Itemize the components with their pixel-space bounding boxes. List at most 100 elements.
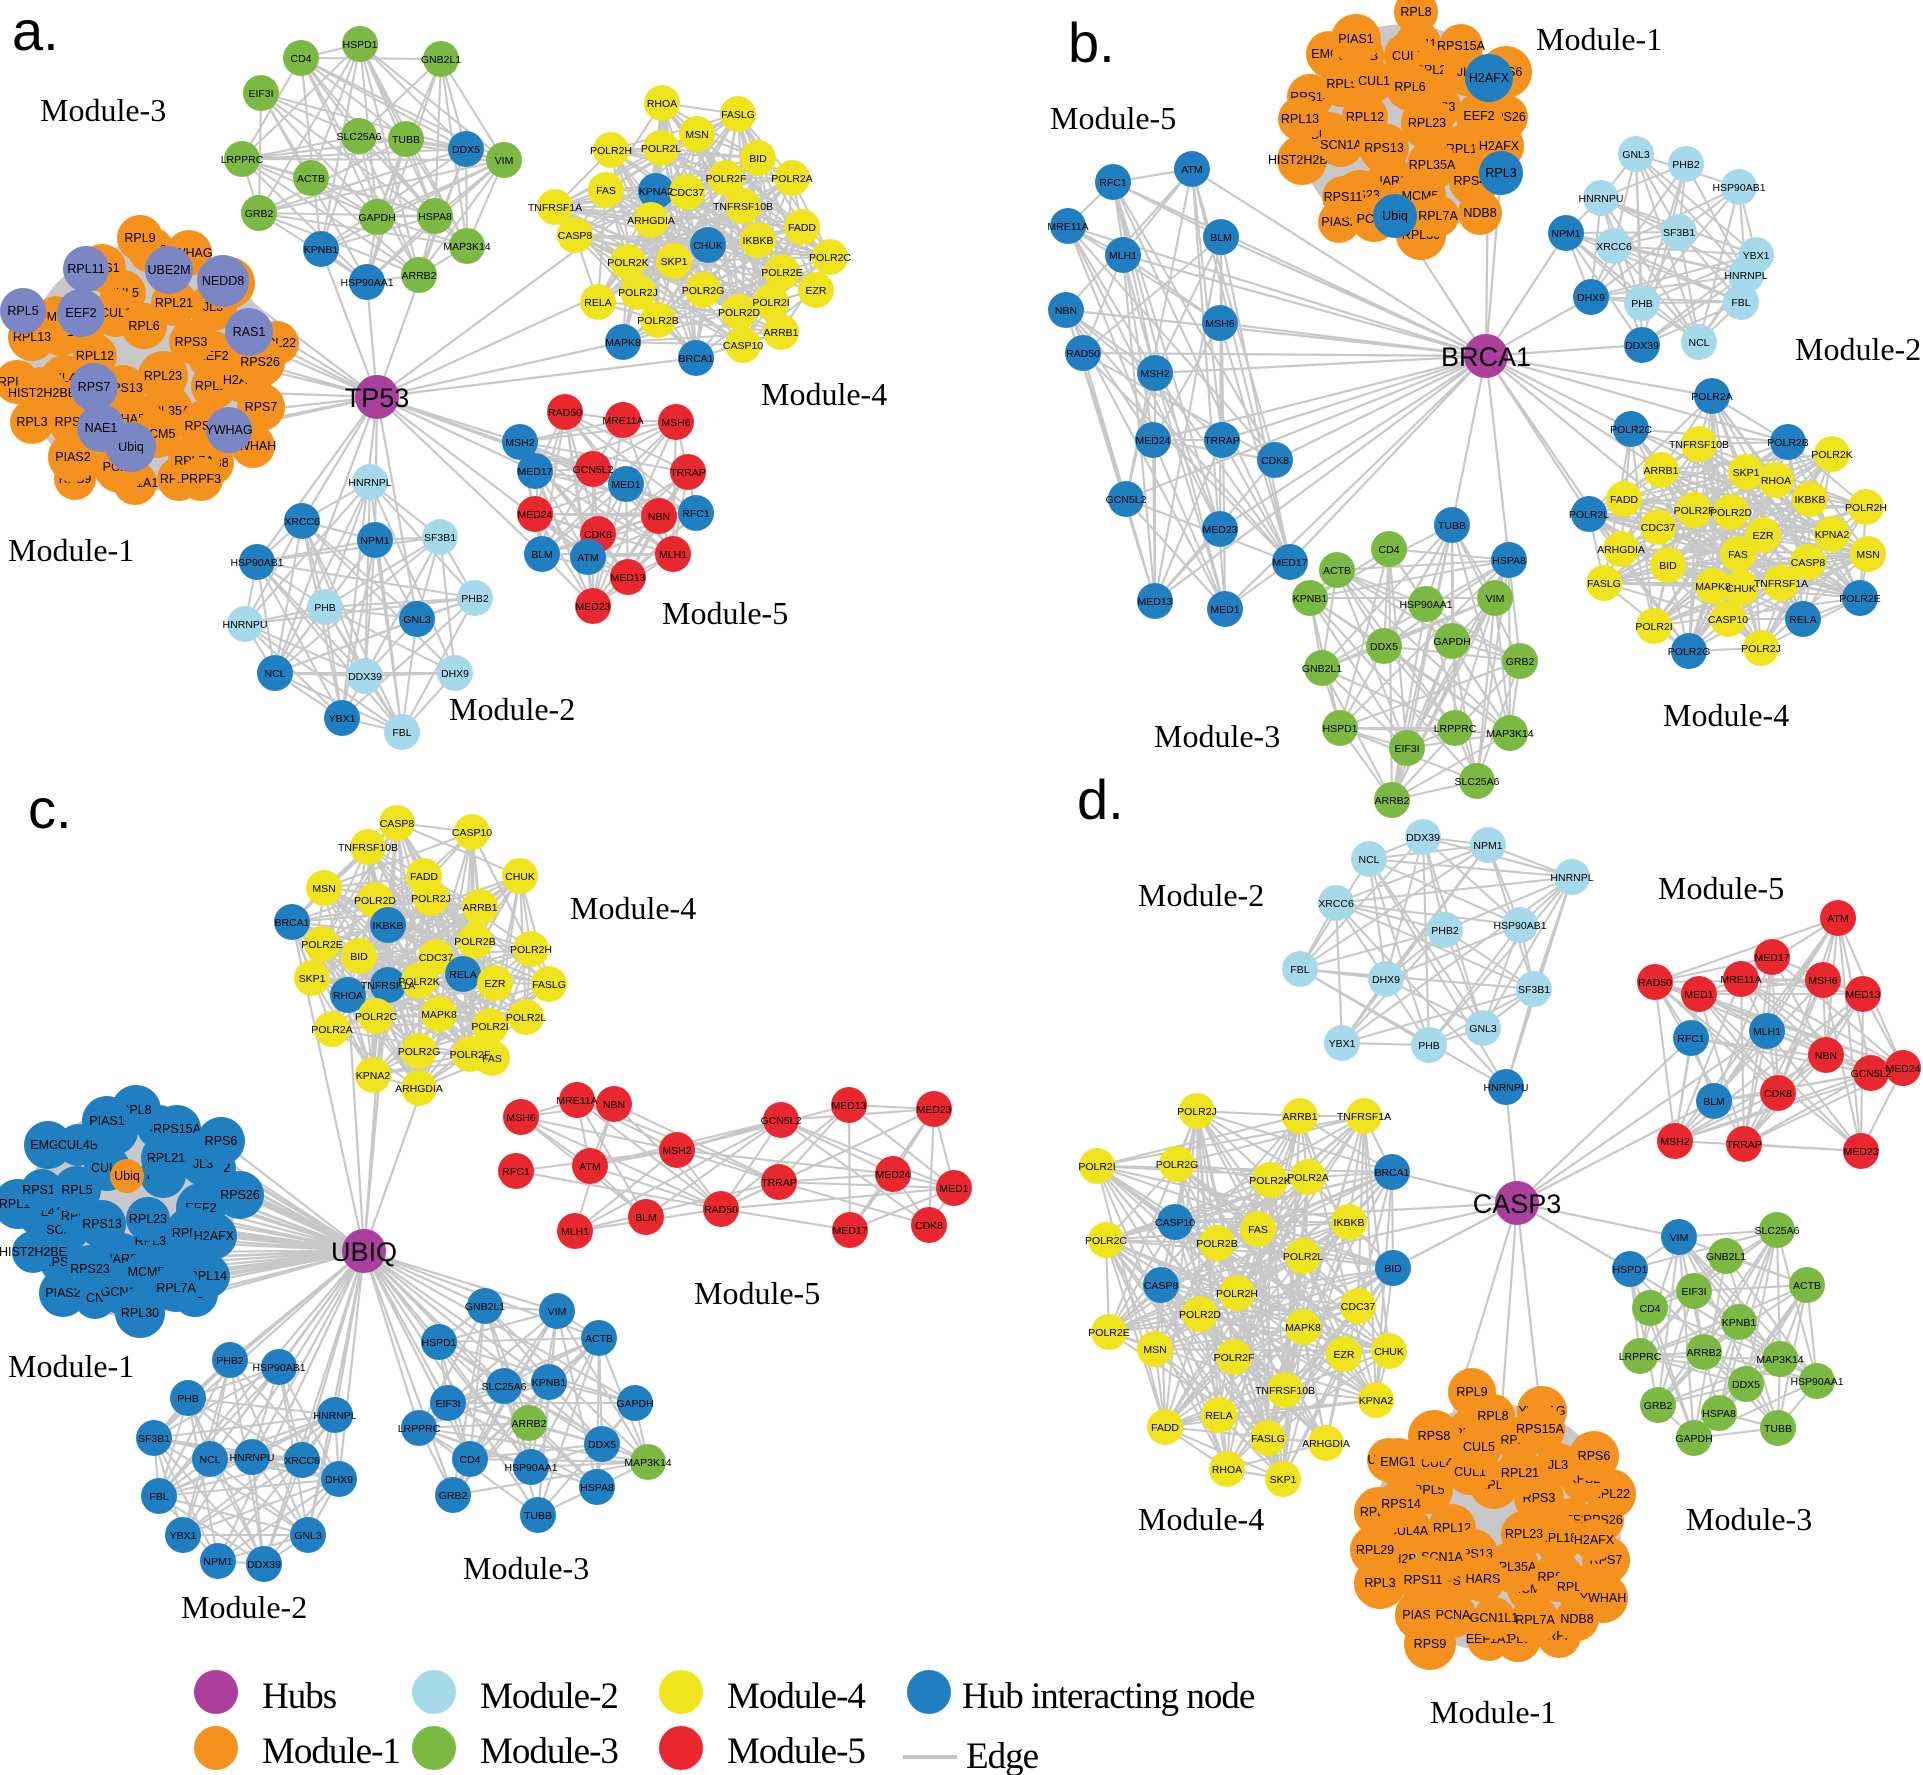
svg-text:Module-4: Module-4 <box>1138 1501 1264 1537</box>
svg-text:MED1: MED1 <box>1684 989 1713 1001</box>
svg-text:POLR2E: POLR2E <box>761 267 802 279</box>
svg-text:MED1: MED1 <box>939 1183 968 1195</box>
svg-text:NPM1: NPM1 <box>1551 228 1580 240</box>
svg-text:POLR2I: POLR2I <box>471 1021 508 1033</box>
svg-text:MAP3K14: MAP3K14 <box>443 241 490 253</box>
svg-text:POLR2E: POLR2E <box>301 939 342 951</box>
svg-text:POLR2F: POLR2F <box>1214 1352 1255 1364</box>
svg-text:ACTB: ACTB <box>297 173 325 185</box>
svg-text:POLR2A: POLR2A <box>1691 391 1732 403</box>
svg-text:EIF3I: EIF3I <box>1681 1286 1706 1298</box>
svg-text:Module-1: Module-1 <box>1536 21 1662 57</box>
svg-text:GAPDH: GAPDH <box>358 212 395 224</box>
svg-text:NCL: NCL <box>264 668 285 680</box>
svg-text:SF3B1: SF3B1 <box>1663 227 1695 239</box>
svg-text:FADD: FADD <box>1151 1422 1179 1434</box>
svg-text:POLR2L: POLR2L <box>1283 1251 1323 1263</box>
svg-text:POLR2D: POLR2D <box>1710 507 1752 519</box>
svg-text:MRE11A: MRE11A <box>602 415 643 427</box>
svg-text:CASP3: CASP3 <box>1473 1189 1562 1219</box>
svg-text:HSP90AA1: HSP90AA1 <box>504 1462 557 1474</box>
svg-text:GNB2L1: GNB2L1 <box>465 1301 505 1313</box>
svg-text:RHOA: RHOA <box>1212 1464 1242 1476</box>
svg-text:NBN: NBN <box>603 1099 625 1111</box>
svg-text:HSPD1: HSPD1 <box>421 1337 456 1349</box>
svg-text:HSP90AB1: HSP90AB1 <box>252 1362 305 1374</box>
svg-text:POLR2L: POLR2L <box>1569 509 1609 521</box>
svg-text:RELA: RELA <box>1205 1410 1232 1422</box>
svg-text:VIM: VIM <box>1486 593 1505 605</box>
svg-text:POLR2H: POLR2H <box>1216 1288 1258 1300</box>
svg-text:RPS13: RPS13 <box>82 1217 122 1231</box>
svg-text:LRPPRC: LRPPRC <box>398 1423 441 1435</box>
svg-text:POLR2D: POLR2D <box>718 307 760 319</box>
svg-text:HSPD1: HSPD1 <box>1322 723 1357 735</box>
svg-text:MSN: MSN <box>1143 1344 1166 1356</box>
svg-text:RPL9: RPL9 <box>124 231 155 245</box>
svg-text:Module-1: Module-1 <box>1430 1694 1556 1730</box>
svg-text:POLR2A: POLR2A <box>1287 1172 1328 1184</box>
svg-text:NDB8: NDB8 <box>1463 206 1496 220</box>
svg-text:SLC25A6: SLC25A6 <box>482 1381 527 1393</box>
svg-text:SLC25A6: SLC25A6 <box>1755 1225 1800 1237</box>
svg-text:FASLG: FASLG <box>1587 578 1621 590</box>
svg-text:Module-5: Module-5 <box>727 1731 865 1772</box>
svg-text:EIF3I: EIF3I <box>1394 743 1419 755</box>
svg-text:MAP3K14: MAP3K14 <box>624 1457 671 1469</box>
svg-text:FAS: FAS <box>596 185 616 197</box>
svg-text:RAS1: RAS1 <box>233 325 266 339</box>
svg-text:DHX9: DHX9 <box>1577 292 1605 304</box>
svg-text:MED13: MED13 <box>1137 596 1172 608</box>
svg-text:CD4: CD4 <box>459 1454 480 1466</box>
svg-text:TNFRSF1A: TNFRSF1A <box>1337 1111 1391 1123</box>
svg-text:RHOA: RHOA <box>1761 475 1791 487</box>
svg-text:MED17: MED17 <box>1754 952 1789 964</box>
svg-text:LRPPRC: LRPPRC <box>1434 723 1477 735</box>
svg-text:RPS7: RPS7 <box>245 400 278 414</box>
svg-text:Module-5: Module-5 <box>694 1275 820 1311</box>
svg-text:EIF3I: EIF3I <box>435 1398 460 1410</box>
svg-text:RAD50: RAD50 <box>548 407 582 419</box>
svg-text:HNRNPU: HNRNPU <box>1579 193 1624 205</box>
svg-text:POLR2H: POLR2H <box>1845 502 1887 514</box>
svg-text:RPL3: RPL3 <box>16 415 47 429</box>
svg-text:DDX39: DDX39 <box>348 671 382 683</box>
svg-text:RPL6: RPL6 <box>128 319 159 333</box>
svg-text:POLR2H: POLR2H <box>510 944 552 956</box>
svg-text:CASP8: CASP8 <box>558 230 593 242</box>
svg-text:PIAS1: PIAS1 <box>1338 32 1373 46</box>
svg-text:PHB: PHB <box>1418 1040 1440 1052</box>
svg-text:PHB: PHB <box>177 1393 199 1405</box>
svg-text:ARRB1: ARRB1 <box>763 327 798 339</box>
svg-text:GRB2: GRB2 <box>245 208 274 220</box>
svg-text:CDC37: CDC37 <box>1641 522 1676 534</box>
svg-text:HSP90AA1: HSP90AA1 <box>340 277 393 289</box>
svg-text:RPL3: RPL3 <box>1485 166 1516 180</box>
svg-text:NDB8: NDB8 <box>1560 1612 1593 1626</box>
svg-text:SLC25A6: SLC25A6 <box>1455 776 1500 788</box>
svg-text:TNFRSF1A: TNFRSF1A <box>528 202 582 214</box>
svg-text:KPNA2: KPNA2 <box>1815 529 1850 541</box>
svg-text:NCL: NCL <box>199 1454 220 1466</box>
svg-text:CASP8: CASP8 <box>1144 1280 1179 1292</box>
svg-text:MAPK8: MAPK8 <box>1695 581 1731 593</box>
svg-text:SKP1: SKP1 <box>1270 1474 1297 1486</box>
svg-text:POLR2B: POLR2B <box>637 315 678 327</box>
svg-text:RPL8: RPL8 <box>1477 1409 1508 1423</box>
svg-text:RPS15A: RPS15A <box>153 1122 202 1136</box>
svg-text:GNL3: GNL3 <box>403 614 431 626</box>
svg-text:DDX5: DDX5 <box>588 1439 616 1451</box>
svg-text:RPL29: RPL29 <box>1356 1543 1394 1557</box>
svg-text:MAPK8: MAPK8 <box>421 1009 457 1021</box>
svg-text:FBL: FBL <box>149 1491 168 1503</box>
svg-text:MED17: MED17 <box>832 1225 867 1237</box>
svg-text:FASLG: FASLG <box>721 109 755 121</box>
svg-text:H2AFX: H2AFX <box>194 1229 235 1243</box>
svg-text:ARHGDIA: ARHGDIA <box>1302 1438 1350 1450</box>
svg-text:HNRNPU: HNRNPU <box>1484 1082 1529 1094</box>
svg-text:MRE11A: MRE11A <box>1047 221 1088 233</box>
svg-text:MED24: MED24 <box>517 509 552 521</box>
svg-text:FAS: FAS <box>482 1053 502 1065</box>
svg-text:RFC1: RFC1 <box>1099 177 1127 189</box>
svg-text:HIST2H2BE: HIST2H2BE <box>1268 153 1336 167</box>
